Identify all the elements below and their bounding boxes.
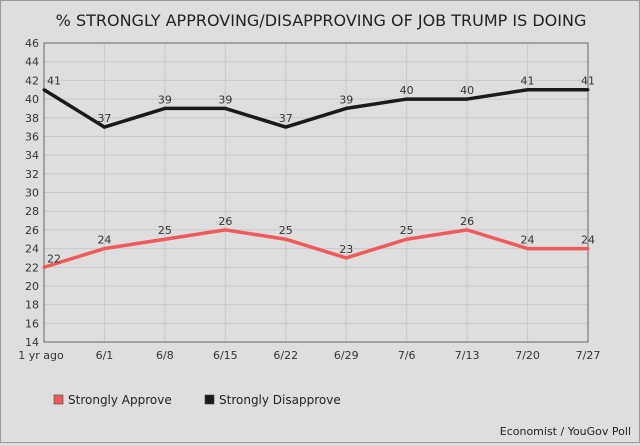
data-label: 25 bbox=[400, 224, 414, 237]
data-point bbox=[526, 247, 530, 251]
x-tick-label: 1 yr ago bbox=[18, 349, 64, 362]
y-tick-label: 20 bbox=[25, 280, 39, 293]
y-tick-label: 22 bbox=[25, 261, 39, 274]
series-line bbox=[43, 228, 588, 269]
data-label: 40 bbox=[400, 84, 414, 97]
y-tick-label: 40 bbox=[25, 93, 39, 106]
x-tick-label: 6/22 bbox=[273, 349, 298, 362]
y-tick-label: 36 bbox=[25, 130, 39, 143]
data-point bbox=[163, 106, 167, 110]
data-label: 22 bbox=[47, 252, 61, 265]
data-label: 26 bbox=[218, 215, 232, 228]
y-tick-label: 44 bbox=[25, 56, 39, 69]
legend-label: Strongly Approve bbox=[68, 393, 172, 407]
data-point bbox=[405, 97, 409, 101]
data-point bbox=[102, 247, 106, 251]
data-point bbox=[42, 265, 46, 269]
data-label: 25 bbox=[279, 224, 293, 237]
legend-label: Strongly Disapprove bbox=[219, 393, 341, 407]
data-point bbox=[526, 88, 530, 92]
data-point bbox=[223, 106, 227, 110]
legend-swatch bbox=[204, 394, 215, 405]
data-point bbox=[344, 256, 348, 260]
data-point bbox=[42, 88, 46, 92]
data-point bbox=[163, 237, 167, 241]
y-tick-label: 34 bbox=[25, 149, 39, 162]
data-point bbox=[586, 247, 590, 251]
source-note: Economist / YouGov Poll bbox=[500, 425, 631, 438]
data-label: 39 bbox=[339, 93, 353, 106]
y-tick-label: 18 bbox=[25, 299, 39, 312]
data-label: 37 bbox=[279, 112, 293, 125]
data-label: 24 bbox=[581, 234, 595, 247]
data-label: 24 bbox=[521, 234, 535, 247]
data-label: 26 bbox=[460, 215, 474, 228]
data-label: 41 bbox=[581, 75, 595, 88]
y-tick-label: 28 bbox=[25, 205, 39, 218]
data-label: 39 bbox=[218, 93, 232, 106]
x-tick-label: 7/13 bbox=[455, 349, 480, 362]
x-tick-label: 6/29 bbox=[334, 349, 359, 362]
y-tick-label: 46 bbox=[25, 37, 39, 50]
series-line bbox=[43, 87, 588, 129]
data-label: 40 bbox=[460, 84, 474, 97]
x-tick-label: 7/27 bbox=[576, 349, 601, 362]
data-label: 41 bbox=[521, 75, 535, 88]
data-label: 25 bbox=[158, 224, 172, 237]
x-tick-label: 6/1 bbox=[96, 349, 114, 362]
x-tick-label: 7/6 bbox=[398, 349, 416, 362]
y-tick-label: 24 bbox=[25, 243, 39, 256]
data-label: 39 bbox=[158, 93, 172, 106]
legend-swatch bbox=[53, 394, 64, 405]
x-tick-label: 6/15 bbox=[213, 349, 238, 362]
data-point bbox=[223, 228, 227, 232]
x-tick-label: 6/8 bbox=[156, 349, 174, 362]
y-tick-label: 38 bbox=[25, 112, 39, 125]
data-point bbox=[284, 125, 288, 129]
data-label: 24 bbox=[97, 234, 111, 247]
data-point bbox=[465, 228, 469, 232]
data-point bbox=[344, 106, 348, 110]
y-tick-label: 42 bbox=[25, 74, 39, 87]
y-tick-label: 30 bbox=[25, 187, 39, 200]
y-tick-label: 32 bbox=[25, 168, 39, 181]
plot-area bbox=[43, 42, 589, 343]
data-label: 23 bbox=[339, 243, 353, 256]
data-label: 37 bbox=[97, 112, 111, 125]
data-point bbox=[586, 88, 590, 92]
data-label: 41 bbox=[47, 75, 61, 88]
x-tick-label: 7/20 bbox=[515, 349, 540, 362]
y-tick-label: 14 bbox=[25, 336, 39, 349]
legend: Strongly Approve Strongly Disapprove bbox=[53, 393, 341, 407]
data-point bbox=[405, 237, 409, 241]
data-point bbox=[465, 97, 469, 101]
y-tick-label: 16 bbox=[25, 317, 39, 330]
data-point bbox=[284, 237, 288, 241]
chart-title: % STRONGLY APPROVING/DISAPPROVING OF JOB… bbox=[56, 11, 587, 30]
data-point bbox=[102, 125, 106, 129]
y-tick-label: 26 bbox=[25, 224, 39, 237]
